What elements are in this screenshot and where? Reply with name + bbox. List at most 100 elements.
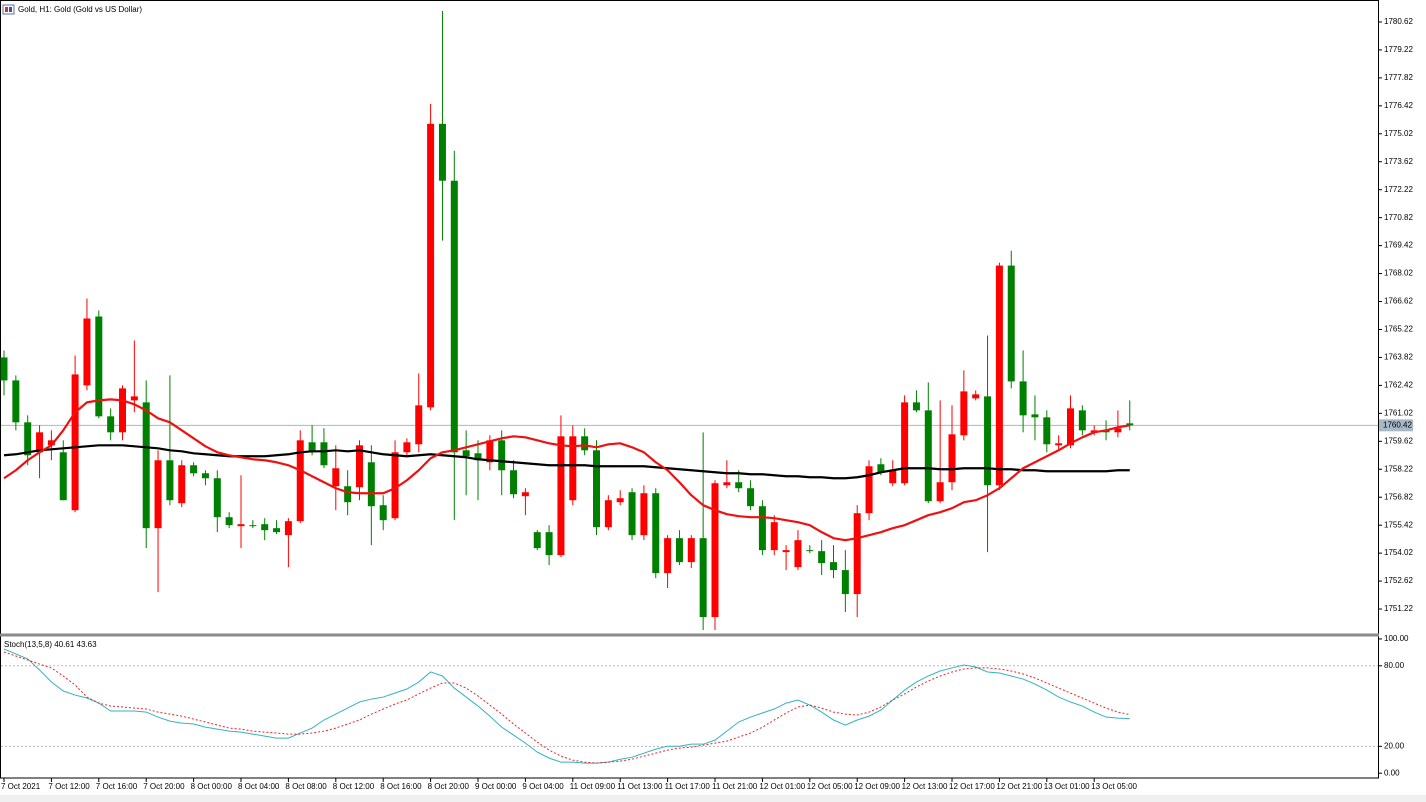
- candle-body: [924, 410, 932, 502]
- candle-body: [865, 466, 873, 514]
- y-tick-label: 0.00: [1384, 768, 1400, 777]
- indicator-line: [3, 444, 1130, 480]
- x-tick-label: 12 Oct 01:00: [759, 782, 805, 791]
- x-tick-label: 12 Oct 21:00: [996, 782, 1042, 791]
- y-tick-label: 1775.02: [1384, 129, 1413, 138]
- candle-body: [296, 440, 304, 522]
- chart-title: Gold, H1: Gold (Gold vs US Dollar): [18, 5, 142, 14]
- y-tick-label: 1776.42: [1384, 101, 1413, 110]
- candle-body: [332, 468, 340, 487]
- y-tick-label: 1779.22: [1384, 45, 1413, 54]
- indicator-line: [3, 398, 1130, 542]
- candle-body: [747, 488, 755, 507]
- candle-body: [521, 492, 529, 497]
- candle-body: [830, 562, 837, 571]
- candle-body: [581, 436, 589, 451]
- candle-body: [1067, 408, 1074, 446]
- y-tick-label: 1761.02: [1384, 408, 1413, 417]
- candle-body: [984, 396, 992, 486]
- candle-body: [201, 473, 209, 479]
- candle-body: [438, 123, 446, 181]
- indicator-title: Stoch(13,5,8) 40.61 43.63: [4, 640, 97, 649]
- candle-body: [166, 460, 174, 501]
- candle-body: [1019, 381, 1027, 416]
- candle-body: [154, 460, 162, 529]
- plot-border: [0, 0, 1379, 779]
- candle-body: [0, 357, 8, 381]
- x-tick-label: 7 Oct 12:00: [48, 782, 90, 791]
- candle-body: [818, 551, 826, 564]
- candle-body: [474, 453, 482, 461]
- y-tick-label: 80.00: [1384, 661, 1405, 670]
- y-tick-label: 1756.82: [1384, 492, 1413, 501]
- y-tick-label: 1754.02: [1384, 548, 1413, 557]
- candle-body: [711, 483, 719, 618]
- candle-body: [640, 493, 648, 536]
- candle-body: [95, 316, 103, 417]
- x-tick-label: 12 Oct 13:00: [902, 782, 948, 791]
- candle-body: [320, 442, 328, 466]
- y-tick-label: 1763.82: [1384, 353, 1413, 362]
- x-tick-label: 12 Oct 05:00: [807, 782, 853, 791]
- candle-body: [675, 538, 683, 563]
- candle-body: [616, 498, 624, 503]
- candle-body: [462, 450, 470, 457]
- candle-body: [770, 522, 778, 551]
- last-price-label: 1760.42: [1383, 420, 1412, 429]
- candle-body: [758, 506, 766, 551]
- candle-body: [47, 440, 55, 446]
- candle-body: [782, 550, 790, 553]
- candle-body: [284, 521, 292, 536]
- y-tick-label: 1770.82: [1384, 213, 1413, 222]
- y-tick-label: 1765.22: [1384, 325, 1413, 334]
- candle-body: [699, 538, 707, 618]
- y-tick-label: 1768.02: [1384, 269, 1413, 278]
- y-tick-label: 20.00: [1384, 741, 1405, 750]
- candle-body: [510, 470, 518, 495]
- indicator-line: [3, 648, 1130, 764]
- y-tick-label: 1752.62: [1384, 576, 1413, 585]
- candle-body: [877, 464, 885, 473]
- candle-body: [427, 123, 435, 408]
- candle-body: [604, 500, 612, 528]
- candle-body: [178, 465, 186, 504]
- candle-body: [995, 265, 1003, 486]
- x-tick-label: 11 Oct 17:00: [665, 782, 711, 791]
- candle-body: [533, 532, 541, 549]
- candle-body: [308, 442, 316, 453]
- x-tick-label: 12 Oct 17:00: [949, 782, 995, 791]
- x-tick-label: 7 Oct 2021: [1, 782, 41, 791]
- candle-body: [130, 396, 138, 401]
- candle-body: [261, 524, 269, 531]
- candle-body: [1114, 428, 1122, 433]
- last-price-box: [1379, 419, 1413, 432]
- candle-body: [901, 402, 909, 484]
- candle-body: [237, 524, 245, 527]
- status-strip: [0, 795, 1426, 802]
- candle-body: [356, 445, 363, 488]
- candle-body: [664, 538, 672, 574]
- candle-body: [403, 442, 411, 453]
- x-tick-label: 11 Oct 21:00: [712, 782, 758, 791]
- candle-body: [652, 493, 660, 574]
- candle-body: [853, 513, 861, 595]
- candle-body: [841, 570, 849, 595]
- x-tick-label: 13 Oct 01:00: [1044, 782, 1090, 791]
- candle-body: [391, 452, 399, 519]
- symbol-icon: [2, 4, 15, 15]
- y-tick-label: 1766.62: [1384, 297, 1413, 306]
- y-tick-label: 1762.42: [1384, 381, 1413, 390]
- y-tick-label: 1772.22: [1384, 185, 1413, 194]
- candle-body: [1043, 417, 1051, 445]
- x-tick-label: 8 Oct 08:00: [285, 782, 327, 791]
- candle-body: [723, 482, 731, 486]
- candle-body: [59, 452, 67, 501]
- x-tick-label: 8 Oct 00:00: [191, 782, 233, 791]
- candle-body: [972, 394, 980, 399]
- icon-part: [9, 7, 12, 12]
- x-tick-label: 8 Oct 16:00: [380, 782, 422, 791]
- y-tick-label: 1755.42: [1384, 520, 1413, 529]
- x-tick-label: 11 Oct 09:00: [570, 782, 616, 791]
